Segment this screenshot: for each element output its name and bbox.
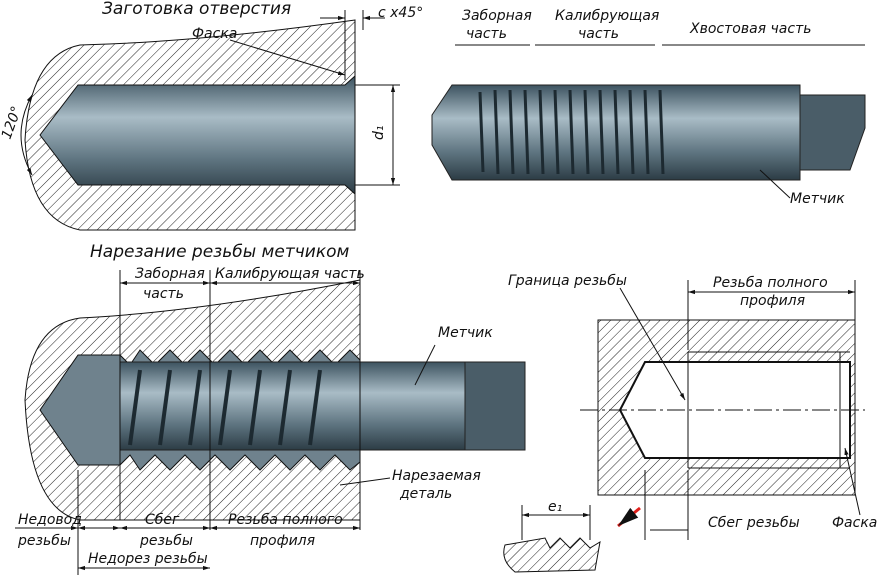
blank-hole: Заготовка отверстия Фаска c x45° 120° d₁ xyxy=(0,0,423,231)
label: профиля xyxy=(740,293,805,309)
label: часть xyxy=(466,26,507,42)
label: c x45° xyxy=(378,5,423,21)
label: Резьба полного xyxy=(228,512,343,528)
label: e₁ xyxy=(548,499,562,515)
label: Граница резьбы xyxy=(508,273,627,289)
label: деталь xyxy=(399,486,452,502)
label: часть xyxy=(143,286,184,302)
tap: Заборная часть Калибрующая часть Хвостов… xyxy=(431,8,866,207)
label: Хвостовая часть xyxy=(689,21,811,37)
label: Недовод xyxy=(18,512,82,528)
label: Заборная xyxy=(462,8,532,24)
label: Калибрующая часть xyxy=(215,266,365,282)
label: Нарезаемая xyxy=(392,468,481,484)
threading: Нарезание резьбы метчиком Заборная часть… xyxy=(15,242,526,575)
label: профиля xyxy=(250,533,315,549)
label: часть xyxy=(578,26,619,42)
label: Метчик xyxy=(790,191,845,207)
label: Сбег резьбы xyxy=(708,515,800,531)
label: Заборная xyxy=(135,266,205,282)
label: Фаска xyxy=(832,515,877,531)
title: Нарезание резьбы метчиком xyxy=(90,242,350,262)
label: резьбы xyxy=(139,533,193,549)
label: Недорез резьбы xyxy=(88,551,208,567)
label: Сбег xyxy=(145,512,180,528)
label: Калибрующая xyxy=(555,8,659,24)
label: Метчик xyxy=(438,325,493,341)
label: резьбы xyxy=(17,533,71,549)
label: d₁ xyxy=(371,126,387,141)
label: Фаска xyxy=(192,26,237,42)
title: Заготовка отверстия xyxy=(102,0,291,19)
thread-section: Граница резьбы Резьба полного профиля Сб… xyxy=(503,273,877,573)
label: Резьба полного xyxy=(713,275,828,291)
